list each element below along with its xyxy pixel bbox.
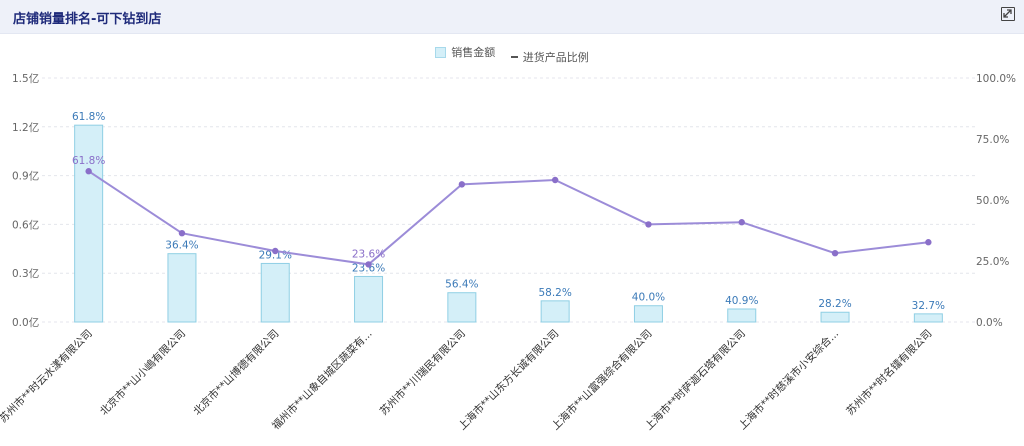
y-right-tick-label: 75.0% — [976, 134, 1009, 146]
category-label: 苏州市**时云水漾有限公司 — [0, 327, 95, 425]
y-left-tick-label: 0.0亿 — [12, 316, 39, 329]
y-left-tick-label: 1.2亿 — [12, 121, 39, 134]
bar-data-label: 61.8% — [72, 111, 105, 123]
line-point[interactable] — [831, 249, 839, 257]
y-right-tick-label: 100.0% — [976, 73, 1016, 85]
line-point[interactable] — [365, 261, 372, 268]
line-point[interactable] — [178, 229, 186, 237]
y-left-tick-label: 0.9亿 — [12, 170, 39, 183]
bar[interactable] — [260, 262, 290, 323]
bar-data-label: 56.4% — [445, 279, 478, 291]
category-label: 北京市**山博德有限公司 — [191, 327, 282, 418]
series-line — [88, 170, 929, 266]
bar-data-label: 32.7% — [912, 300, 945, 312]
category-label: 上海市**时慈溪市小安综合... — [736, 327, 841, 432]
panel-header: 店铺销量排名-可下钻到店 — [0, 0, 1024, 34]
category-label: 苏州市**时名镭有限公司 — [844, 327, 935, 418]
expand-icon[interactable] — [1001, 7, 1015, 21]
bar-data-label: 36.4% — [165, 240, 198, 252]
y-right-tick-label: 25.0% — [976, 256, 1009, 268]
legend-line-swatch — [510, 55, 518, 58]
line-data-label: 23.6% — [352, 248, 385, 260]
line-point[interactable] — [925, 239, 932, 246]
y-right-tick-label: 50.0% — [976, 195, 1009, 207]
y-left-tick-label: 0.6亿 — [12, 218, 39, 231]
bar[interactable] — [447, 292, 477, 323]
bar[interactable] — [727, 308, 757, 323]
panel-title: 店铺销量排名-可下钻到店 — [13, 12, 162, 27]
bar-data-label: 23.6% — [352, 262, 385, 274]
bar[interactable] — [354, 275, 384, 323]
legend-bar-label: 销售金额 — [451, 46, 496, 59]
line-point[interactable] — [458, 181, 466, 188]
bar[interactable] — [167, 253, 197, 323]
category-label: 福州市**山象自城区蔬菜有... — [269, 327, 374, 432]
legend-item-line[interactable]: 进货产品比例 — [510, 49, 589, 65]
line-point[interactable] — [551, 176, 559, 184]
line-point[interactable] — [738, 219, 745, 226]
bar[interactable] — [633, 305, 663, 323]
category-label: 上海市**山富强综合有限公司 — [549, 327, 655, 433]
bar[interactable] — [913, 313, 943, 323]
legend-item-bar[interactable]: 销售金额 — [435, 44, 495, 60]
bar-data-label: 40.0% — [632, 292, 665, 304]
category-label: 苏州市**川瑞民有限公司 — [377, 327, 468, 418]
bar[interactable] — [74, 124, 104, 323]
bar[interactable] — [540, 300, 570, 323]
bar[interactable] — [820, 311, 850, 323]
line-point[interactable] — [85, 168, 92, 175]
line-point[interactable] — [645, 221, 652, 228]
category-label: 上海市**时萨迦石塔有限公司 — [642, 327, 748, 433]
y-left-tick-label: 1.5亿 — [12, 72, 39, 85]
line-point[interactable] — [272, 247, 279, 255]
y-right-tick-label: 0.0% — [976, 317, 1003, 329]
chart-legend: 销售金额 进货产品比例 — [0, 44, 1024, 64]
legend-line-label: 进货产品比例 — [522, 50, 589, 64]
legend-bar-swatch — [435, 46, 447, 58]
y-left-tick-label: 0.3亿 — [12, 267, 39, 280]
category-label: 上海市**山东方长诚有限公司 — [456, 327, 562, 433]
line-data-label: 61.8% — [72, 155, 105, 167]
bar-data-label: 28.2% — [818, 298, 851, 310]
bar-data-label: 40.9% — [725, 295, 758, 307]
bar-data-label: 58.2% — [538, 287, 571, 299]
category-label: 北京市**山小嶋有限公司 — [97, 327, 188, 418]
